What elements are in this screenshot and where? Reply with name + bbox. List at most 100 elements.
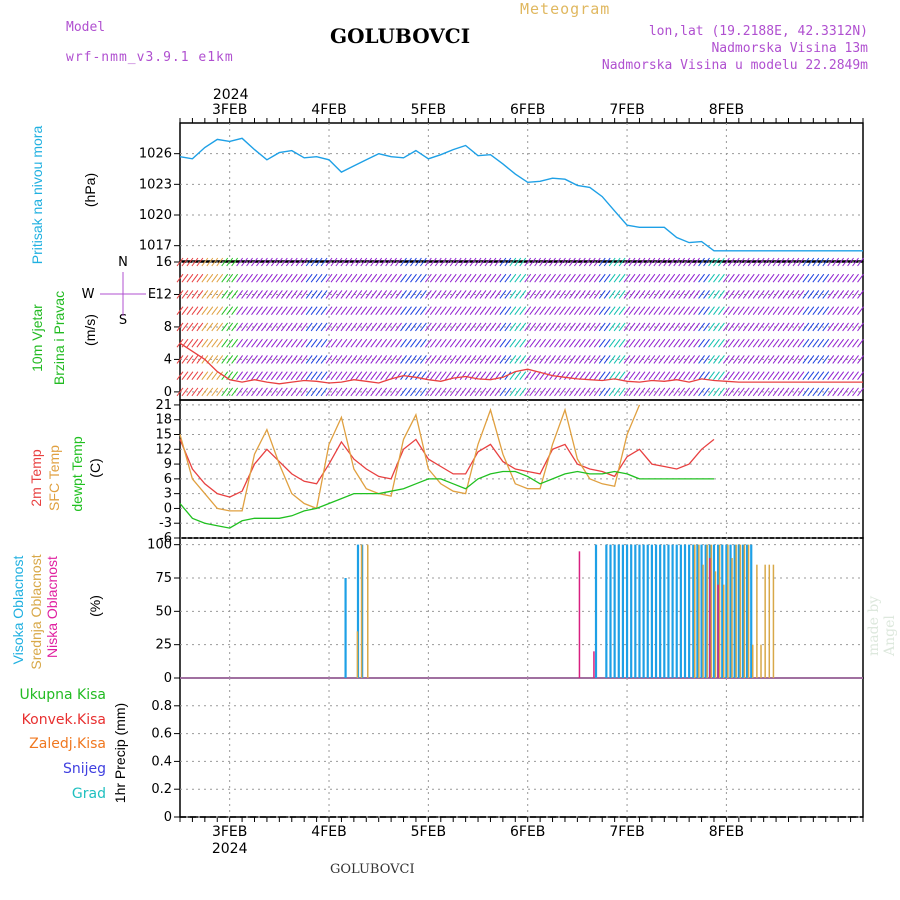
wind-barb <box>424 322 432 332</box>
wind-barb <box>489 387 497 397</box>
wind-barb <box>658 322 666 332</box>
wind-barb <box>802 322 810 332</box>
wind-barb <box>618 290 626 299</box>
wind-barb <box>822 322 830 332</box>
wind-barb <box>564 290 571 299</box>
wind-barb <box>792 371 800 380</box>
wind-barb <box>201 290 209 299</box>
wind-barb <box>698 257 705 267</box>
wind-barb <box>554 387 561 397</box>
wind-barb <box>310 371 318 380</box>
wind-barb <box>618 257 626 267</box>
wind-barb <box>782 322 790 332</box>
wind-barb <box>256 355 263 364</box>
wind-barb <box>663 290 671 299</box>
wind-barb <box>633 290 641 299</box>
wind-barb <box>713 355 720 364</box>
wind-barb <box>559 371 566 380</box>
wind-barb <box>459 387 467 397</box>
wind-barb <box>583 273 591 283</box>
wind-barb <box>742 387 750 397</box>
wind-barb <box>658 355 666 364</box>
wind-barb <box>757 338 765 348</box>
wind-barb <box>186 322 194 332</box>
wind-barb <box>275 338 283 348</box>
wind-barb <box>698 322 705 332</box>
wind-barb <box>648 290 656 299</box>
wind-barb <box>559 387 566 397</box>
wind-barb <box>365 257 373 267</box>
wind-barb <box>350 290 358 299</box>
wind-barb <box>226 290 234 299</box>
wind-barb <box>737 290 745 299</box>
wind-barb <box>504 322 512 332</box>
wind-barb <box>186 273 194 283</box>
wind-barb <box>454 338 462 348</box>
wind-barb <box>653 338 661 348</box>
wind-barb <box>221 257 229 267</box>
wind-barb <box>787 290 795 299</box>
wind-barb <box>231 273 239 283</box>
wind-barb <box>792 306 800 316</box>
wind-barb <box>216 257 224 267</box>
wind-barb <box>434 257 442 267</box>
wind-barb <box>305 257 313 267</box>
wind-barb <box>275 371 283 380</box>
wind-barb <box>807 355 815 364</box>
wind-barb <box>539 306 547 316</box>
wind-barb <box>385 273 393 283</box>
wind-barb <box>832 322 840 332</box>
wind-barb <box>837 371 845 380</box>
wind-barb <box>410 355 417 364</box>
wind-barb <box>618 306 626 316</box>
wind-barb <box>847 371 854 380</box>
wind-barb <box>256 273 263 283</box>
wind-barb <box>494 338 502 348</box>
wind-barb <box>817 371 825 380</box>
wind-barb <box>365 338 373 348</box>
wind-barb <box>718 290 725 299</box>
wind-barb <box>211 371 219 380</box>
wind-barb <box>519 290 527 299</box>
wind-barb <box>335 290 343 299</box>
wind-barb <box>598 355 606 364</box>
wind-barb <box>340 257 348 267</box>
wind-barb <box>658 257 666 267</box>
wind-barb <box>683 257 691 267</box>
wind-barb <box>310 322 318 332</box>
wind-barb <box>782 257 790 267</box>
wind-barb <box>792 273 800 283</box>
wind-barb <box>380 371 388 380</box>
wind-barb <box>569 306 576 316</box>
wind-barb <box>191 322 199 332</box>
wind-barb <box>469 257 477 267</box>
wind-barb <box>415 387 422 397</box>
wind-barb <box>802 355 810 364</box>
wind-barb <box>375 322 383 332</box>
temperature-tick-label: 12 <box>155 442 172 457</box>
wind-barb <box>534 355 542 364</box>
wind-barb <box>196 371 204 380</box>
wind-barb <box>246 290 253 299</box>
wind-barb <box>787 371 795 380</box>
wind-barb <box>474 322 482 332</box>
bottom-year-label: 2024 <box>212 841 248 857</box>
wind-barb <box>628 290 636 299</box>
wind-barb <box>365 371 373 380</box>
wind-barb <box>539 355 547 364</box>
wind-barb <box>653 371 661 380</box>
wind-barb <box>266 290 273 299</box>
wind-barb <box>648 355 656 364</box>
wind-barb <box>544 322 551 332</box>
wind-barb <box>494 273 502 283</box>
wind-barb <box>469 338 477 348</box>
wind-barb <box>499 273 507 283</box>
wind-barb <box>817 322 825 332</box>
wind-barb <box>335 355 343 364</box>
wind-barb <box>464 257 472 267</box>
wind-barb <box>474 338 482 348</box>
wind-barb <box>832 355 840 364</box>
wind-barb <box>772 290 780 299</box>
wind-barb <box>305 306 313 316</box>
wind-barb <box>415 290 422 299</box>
